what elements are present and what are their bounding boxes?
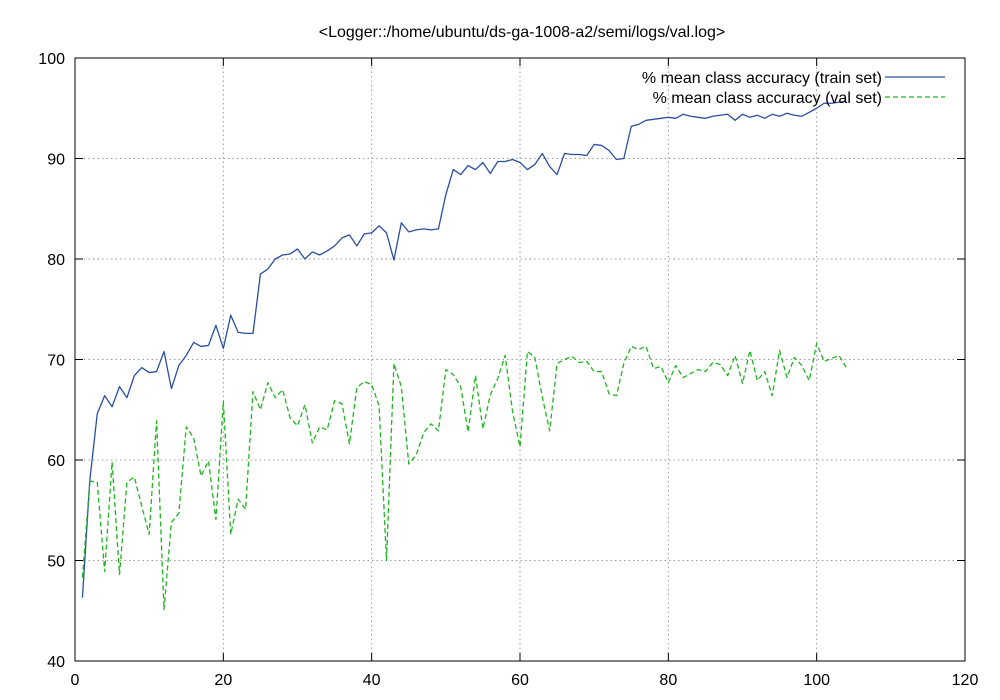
y-tick-label: 70 — [47, 353, 65, 370]
legend-label: % mean class accuracy (train set) — [642, 70, 882, 87]
series-layer — [81, 100, 847, 611]
y-tick-label: 80 — [47, 252, 65, 269]
y-tick-label: 50 — [47, 554, 65, 571]
legend: % mean class accuracy (train set) % mean … — [642, 70, 945, 107]
series-line — [81, 342, 847, 611]
y-tick-label: 90 — [47, 152, 65, 169]
axis-ticks: 0 20 40 60 80 100 120 40 50 60 70 80 90 100 — [38, 51, 978, 689]
x-tick-label: 100 — [803, 672, 830, 689]
y-tick-label: 40 — [47, 654, 65, 671]
x-tick-label: 60 — [511, 672, 529, 689]
y-tick-label: 100 — [38, 51, 65, 68]
x-tick-label: 20 — [214, 672, 232, 689]
y-tick-label: 60 — [47, 453, 65, 470]
x-tick-label: 40 — [363, 672, 381, 689]
series-line — [81, 100, 847, 598]
legend-label: % mean class accuracy (val set) — [653, 90, 882, 107]
x-tick-label: 120 — [952, 672, 979, 689]
series-train — [81, 100, 847, 598]
x-tick-label: 80 — [659, 672, 677, 689]
x-tick-label: 0 — [71, 672, 80, 689]
grid — [75, 58, 965, 661]
chart-title: <Logger::/home/ubuntu/ds-ga-1008-a2/semi… — [319, 24, 725, 41]
series-val — [81, 342, 847, 611]
